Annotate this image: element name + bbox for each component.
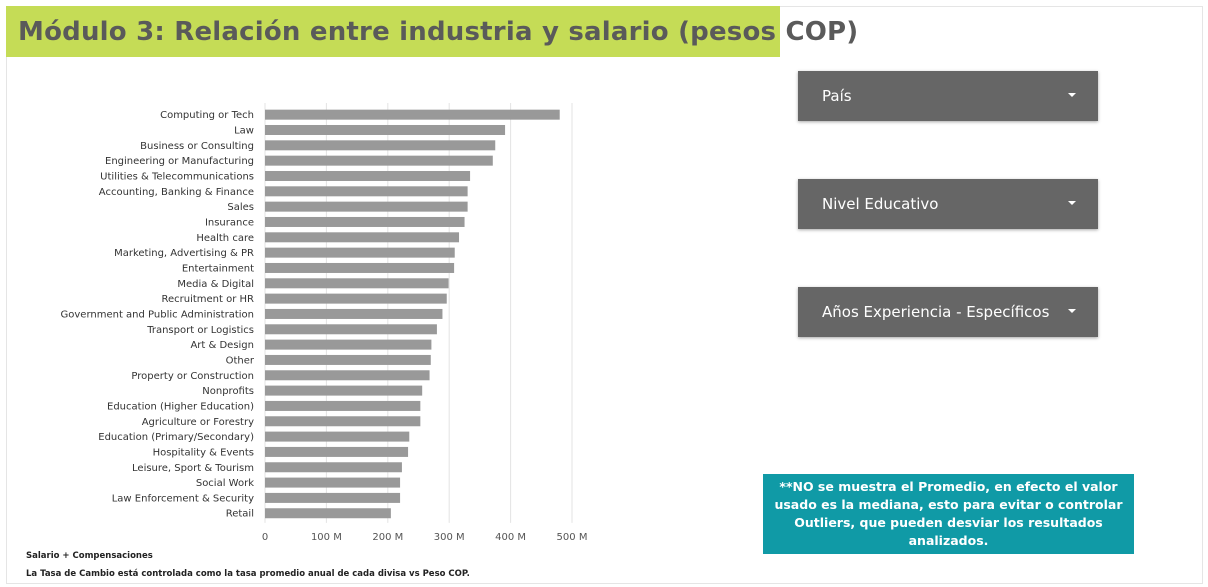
filter-pais-dropdown[interactable]: País — [798, 71, 1098, 121]
category-label: Business or Consulting — [140, 141, 254, 152]
bar[interactable] — [265, 308, 443, 319]
category-label: Computing or Tech — [160, 110, 254, 121]
category-label: Property or Construction — [131, 371, 254, 382]
bar[interactable] — [265, 508, 391, 519]
x-tick-label: 300 M — [434, 532, 465, 543]
bar[interactable] — [265, 232, 460, 243]
category-label: Education (Higher Education) — [107, 401, 254, 412]
bar[interactable] — [265, 400, 421, 411]
x-tick-label: 0 — [262, 532, 268, 543]
category-label: Health care — [196, 233, 254, 244]
category-label: Nonprofits — [202, 386, 254, 397]
category-label: Government and Public Administration — [61, 309, 254, 320]
category-label: Media & Digital — [177, 279, 254, 290]
footer-metric-label: Salario + Compensaciones — [26, 551, 153, 561]
bar[interactable] — [265, 477, 401, 488]
x-tick-label: 400 M — [495, 532, 526, 543]
bar[interactable] — [265, 324, 437, 335]
category-label: Law — [234, 125, 254, 136]
bar[interactable] — [265, 278, 449, 289]
caret-down-icon — [1068, 93, 1076, 97]
caret-down-icon — [1068, 309, 1076, 313]
filter-experiencia-dropdown[interactable]: Años Experiencia - Específicos — [798, 287, 1098, 337]
category-label: Accounting, Banking & Finance — [99, 187, 254, 198]
category-label: Other — [226, 355, 255, 366]
category-label: Leisure, Sport & Tourism — [132, 463, 254, 474]
bar[interactable] — [265, 186, 468, 197]
bar[interactable] — [265, 431, 410, 442]
industry-salary-chart: 0 100 M 200 M 300 M 400 M 500 M Computing or T… — [10, 96, 650, 546]
category-label: Marketing, Advertising & PR — [114, 248, 254, 259]
category-label: Agriculture or Forestry — [142, 417, 254, 428]
bar[interactable] — [265, 370, 430, 381]
category-label: Retail — [226, 509, 254, 520]
bar[interactable] — [265, 385, 423, 396]
x-tick-label: 100 M — [311, 532, 342, 543]
category-label: Recruitment or HR — [161, 294, 254, 305]
filter-pais-label: País — [822, 87, 852, 105]
median-note-box: **NO se muestra el Promedio, en efecto e… — [763, 474, 1134, 554]
bar[interactable] — [265, 140, 496, 151]
bar[interactable] — [265, 201, 468, 212]
x-tick-label: 200 M — [372, 532, 403, 543]
category-label: Insurance — [205, 217, 254, 228]
bar[interactable] — [265, 155, 493, 166]
category-label: Social Work — [196, 478, 254, 489]
filter-nivel-educativo-label: Nivel Educativo — [822, 195, 939, 213]
category-label: Sales — [227, 202, 254, 213]
category-label: Art & Design — [190, 340, 254, 351]
bar[interactable] — [265, 492, 401, 503]
category-label: Utilities & Telecommunications — [100, 171, 254, 182]
title-banner: Módulo 3: Relación entre industria y sal… — [6, 6, 858, 57]
bar[interactable] — [265, 462, 402, 473]
bar[interactable] — [265, 109, 560, 120]
category-label: Law Enforcement & Security — [112, 493, 254, 504]
category-label: Engineering or Manufacturing — [105, 156, 254, 167]
bar[interactable] — [265, 170, 471, 181]
bar[interactable] — [265, 354, 431, 365]
footer-exchange-note: La Tasa de Cambio está controlada como l… — [26, 569, 470, 579]
bar[interactable] — [265, 247, 455, 258]
category-label: Education (Primary/Secondary) — [98, 432, 254, 443]
x-tick-label: 500 M — [557, 532, 588, 543]
bar[interactable] — [265, 124, 506, 135]
bar[interactable] — [265, 339, 432, 350]
filter-nivel-educativo-dropdown[interactable]: Nivel Educativo — [798, 179, 1098, 229]
bar-chart-svg: 0 100 M 200 M 300 M 400 M 500 M Computing or T… — [61, 103, 588, 543]
bar[interactable] — [265, 416, 421, 427]
bar[interactable] — [265, 216, 465, 227]
median-note-text: **NO se muestra el Promedio, en efecto e… — [774, 479, 1123, 548]
category-label: Transport or Logistics — [146, 325, 254, 336]
bar[interactable] — [265, 262, 455, 273]
bar[interactable] — [265, 446, 409, 457]
category-label: Hospitality & Events — [153, 447, 254, 458]
category-label: Entertainment — [182, 263, 254, 274]
filter-experiencia-label: Años Experiencia - Específicos — [822, 303, 1050, 321]
page-title: Módulo 3: Relación entre industria y sal… — [18, 16, 859, 47]
caret-down-icon — [1068, 201, 1076, 205]
bar[interactable] — [265, 293, 447, 304]
